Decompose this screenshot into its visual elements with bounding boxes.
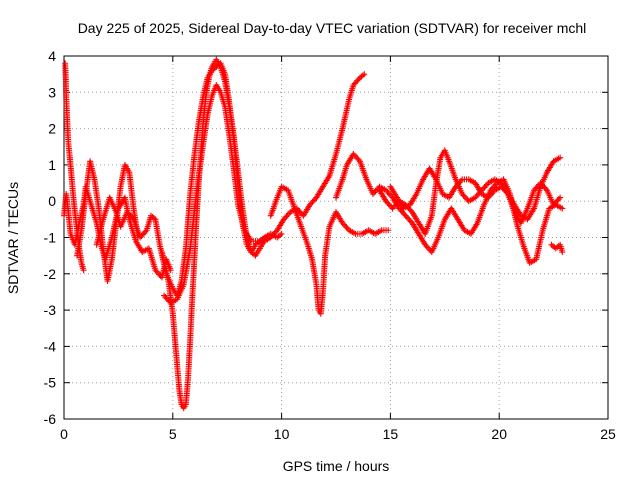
y-tick-label: -3 xyxy=(44,302,57,318)
y-tick-label: 1 xyxy=(48,157,56,173)
y-axis-label: SDTVAR / TECUs xyxy=(5,182,21,294)
data-point xyxy=(557,154,564,161)
data-point xyxy=(385,227,392,234)
data-point xyxy=(361,71,368,78)
y-tick-label: -4 xyxy=(44,338,57,354)
x-tick-label: 0 xyxy=(60,426,68,442)
x-tick-label: 25 xyxy=(600,426,616,442)
y-tick-label: 2 xyxy=(48,121,56,137)
x-tick-label: 10 xyxy=(274,426,290,442)
data-point xyxy=(559,249,566,256)
series-7 xyxy=(267,183,392,317)
y-tick-label: -2 xyxy=(44,266,57,282)
data-point xyxy=(559,205,566,212)
chart-title: Day 225 of 2025, Sidereal Day-to-day VTE… xyxy=(78,20,587,36)
x-tick-label: 20 xyxy=(491,426,507,442)
x-axis-label: GPS time / hours xyxy=(283,458,390,474)
series-6 xyxy=(161,71,368,306)
grid-lines xyxy=(64,56,608,419)
y-tick-label: 0 xyxy=(48,193,56,209)
x-tick-label: 15 xyxy=(383,426,399,442)
data-point xyxy=(278,230,285,237)
y-tick-label: 3 xyxy=(48,84,56,100)
data-point xyxy=(557,194,564,201)
x-tick-label: 5 xyxy=(169,426,177,442)
series-11 xyxy=(548,241,566,256)
data-points xyxy=(61,56,566,412)
y-tick-label: -6 xyxy=(44,411,57,427)
y-tick-label: -1 xyxy=(44,230,57,246)
data-point xyxy=(80,267,87,274)
y-tick-label: 4 xyxy=(48,48,56,64)
series-5 xyxy=(158,56,268,412)
y-tick-label: -5 xyxy=(44,375,57,391)
series-10 xyxy=(376,147,564,237)
